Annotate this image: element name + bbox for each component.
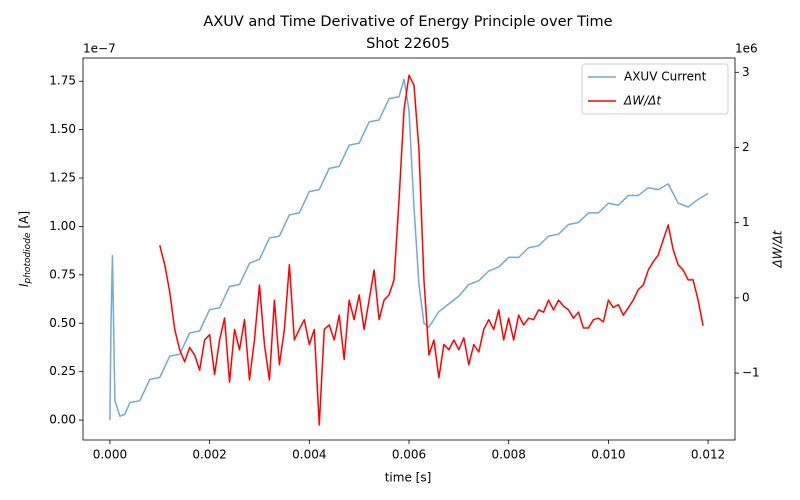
y-label-unit: [A]: [17, 211, 31, 229]
y-tick-label: 0.00: [49, 413, 76, 427]
y-label-symbol: I: [17, 283, 31, 287]
x-axis-label: time [s]: [385, 471, 432, 485]
y2-offset-label: 1e6: [735, 42, 758, 56]
legend-label: AXUV Current: [624, 70, 707, 84]
y2-tick-label: 3: [742, 65, 750, 79]
y-tick-label: 0.25: [49, 364, 76, 378]
y-tick-label: 0.75: [49, 267, 76, 281]
x-tick-label: 0.008: [492, 448, 526, 462]
x-tick-label: 0.010: [591, 448, 625, 462]
y-tick-label: 1.50: [49, 122, 76, 136]
x-tick-label: 0.002: [192, 448, 226, 462]
y2-axis-label: ΔW/Δt: [771, 229, 785, 268]
y-tick-label: 1.25: [49, 171, 76, 185]
y-tick-label: 1.75: [49, 74, 76, 88]
series-line: [109, 78, 709, 421]
chart-title: AXUV and Time Derivative of Energy Princ…: [203, 14, 612, 30]
legend-label: ΔW/Δt: [623, 94, 662, 108]
x-tick-label: 0.012: [691, 448, 725, 462]
y-tick-label: 1.00: [49, 219, 76, 233]
x-tick-label: 0.004: [292, 448, 326, 462]
x-tick-label: 0.000: [93, 448, 127, 462]
chart-subtitle: Shot 22605: [366, 36, 450, 52]
y-tick-label: 0.50: [49, 316, 76, 330]
y2-tick-label: 0: [742, 290, 750, 304]
y2-tick-label: 1: [742, 215, 750, 229]
y-label-subscript: photodiode: [23, 232, 33, 284]
plot-frame: [82, 57, 736, 441]
y-axis-label: Iphotodiode [A]: [17, 211, 33, 287]
legend-box: [581, 63, 729, 115]
y-offset-label: 1e−7: [83, 42, 116, 56]
y2-tick-label: −1: [742, 366, 760, 380]
y2-tick-label: 2: [742, 140, 750, 154]
x-tick-label: 0.006: [392, 448, 426, 462]
series-line: [159, 74, 704, 426]
